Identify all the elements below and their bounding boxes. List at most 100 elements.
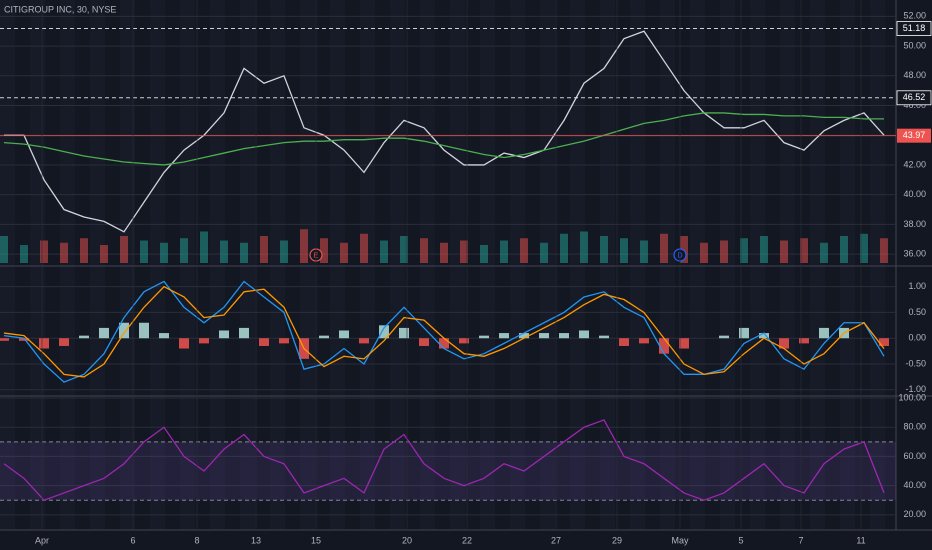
histogram-bar: [339, 330, 349, 339]
histogram-bar: [159, 333, 169, 339]
x-tick-label: 13: [251, 535, 261, 545]
histogram-bar: [119, 322, 129, 339]
volume-bar: [400, 236, 408, 263]
y-tick-label: 60.00: [903, 451, 926, 461]
histogram-bar: [379, 325, 389, 339]
volume-bar: [120, 236, 128, 263]
volume-bar: [840, 236, 848, 263]
y-tick-label: 100.00: [898, 392, 926, 402]
x-tick-label: 5: [738, 535, 743, 545]
volume-bar: [500, 240, 508, 263]
volume-bar: [880, 238, 888, 263]
y-tick-label: 0.00: [908, 333, 926, 343]
y-tick-label: -0.50: [905, 358, 926, 368]
histogram-bar: [739, 327, 749, 339]
histogram-bar: [199, 338, 209, 344]
histogram-bar: [879, 338, 889, 346]
histogram-bar: [759, 333, 769, 339]
histogram-bar: [359, 338, 369, 344]
volume-bar: [780, 240, 788, 263]
histogram-bar: [659, 338, 669, 354]
volume-bar: [220, 240, 228, 263]
histogram-bar: [559, 333, 569, 339]
volume-bar: [100, 245, 108, 263]
histogram-bar: [219, 330, 229, 339]
y-tick-label: 20.00: [903, 509, 926, 519]
volume-bar: [440, 242, 448, 263]
x-tick-label: 6: [130, 535, 135, 545]
histogram-bar: [679, 338, 689, 349]
histogram-bar: [19, 338, 29, 341]
volume-bar: [360, 233, 368, 263]
volume-bar: [860, 233, 868, 263]
volume-bar: [820, 242, 828, 263]
y-tick-label: 50.00: [903, 40, 926, 50]
histogram-bar: [319, 335, 329, 339]
volume-bar: [660, 233, 668, 263]
y-tick-label: 52.00: [903, 11, 926, 21]
level-badge: [896, 90, 932, 106]
level-badge: [896, 21, 932, 36]
volume-bar: [40, 240, 48, 263]
volume-bar: [760, 236, 768, 263]
y-tick-label: 40.00: [903, 480, 926, 490]
volume-bar: [640, 240, 648, 263]
volume-bar: [340, 242, 348, 263]
x-tick-label: 7: [798, 535, 803, 545]
chart-title: CITIGROUP INC, 30, NYSE: [4, 4, 116, 14]
x-tick-label: 27: [551, 535, 561, 545]
histogram-bar: [419, 338, 429, 346]
volume-bar: [140, 240, 148, 263]
volume-bar: [80, 238, 88, 263]
histogram-bar: [779, 338, 789, 349]
histogram-bar: [399, 327, 409, 339]
level-label: 43.97: [903, 130, 926, 140]
histogram-bar: [99, 327, 109, 339]
level-badge: [897, 128, 931, 143]
volume-bar: [520, 238, 528, 263]
y-tick-label: 36.00: [903, 248, 926, 258]
y-tick-label: 80.00: [903, 422, 926, 432]
volume-bar: [260, 236, 268, 263]
series-line: [3, 112, 884, 166]
volume-bar: [280, 240, 288, 263]
volume-bar: [740, 238, 748, 263]
histogram-bar: [479, 335, 489, 339]
volume-bar: [560, 233, 568, 263]
histogram-bar: [439, 338, 449, 349]
y-tick-label: 38.00: [903, 219, 926, 229]
level-label: 46.52: [903, 92, 926, 102]
histogram-bar: [799, 338, 809, 344]
histogram-bar: [259, 338, 269, 346]
x-tick-label: 22: [462, 535, 472, 545]
histogram-bar: [239, 327, 249, 339]
volume-bar: [720, 240, 728, 263]
series-line: [3, 285, 885, 378]
y-tick-label: 0.50: [908, 307, 926, 317]
volume-bar: [620, 238, 628, 263]
series-line: [3, 280, 885, 383]
y-tick-label: 40.00: [903, 189, 926, 199]
volume-bar: [60, 242, 68, 263]
histogram-bar: [79, 335, 89, 339]
histogram-bar: [819, 327, 829, 339]
series-line: [3, 419, 885, 501]
volume-bar: [580, 231, 588, 263]
x-tick-label: 15: [311, 535, 321, 545]
histogram-bar: [0, 338, 9, 341]
x-tick-label: May: [671, 535, 689, 545]
histogram-bar: [639, 338, 649, 344]
x-tick-label: 20: [402, 535, 412, 545]
volume-bar: [20, 245, 28, 263]
y-tick-label: 42.00: [903, 159, 926, 169]
x-tick-label: 8: [194, 535, 199, 545]
histogram-bar: [279, 338, 289, 344]
x-tick-label: 11: [856, 535, 865, 545]
volume-bar: [200, 231, 208, 263]
x-tick-label: Apr: [35, 535, 49, 545]
y-tick-label: -1.00: [905, 384, 926, 394]
histogram-bar: [139, 322, 149, 339]
volume-bar: [800, 238, 808, 263]
